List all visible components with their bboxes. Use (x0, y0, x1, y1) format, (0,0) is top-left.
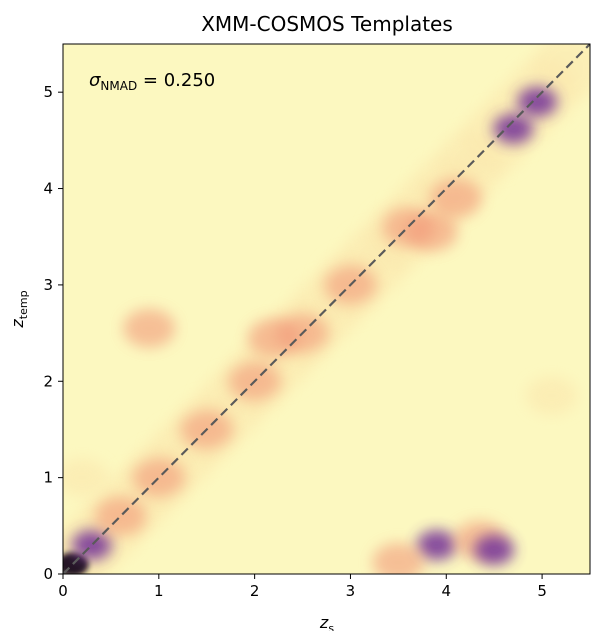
density-blob (247, 318, 300, 358)
density-blob (94, 496, 147, 536)
x-axis-label: zs (319, 613, 334, 631)
y-tick-label: 1 (43, 469, 53, 487)
density-blob (429, 178, 482, 218)
y-axis-label-sub: temp (17, 290, 30, 319)
density-blob (405, 212, 458, 252)
y-tick-label: 3 (43, 276, 53, 294)
x-tick-label: 4 (441, 582, 451, 600)
y-axis-label-main: z (8, 319, 27, 329)
density-blob (517, 86, 558, 117)
y-tick-label: 4 (43, 180, 53, 198)
chart-title: XMM-COSMOS Templates (201, 12, 453, 36)
x-tick-label: 1 (154, 582, 164, 600)
x-tick-label: 3 (346, 582, 356, 600)
y-axis-label: ztemp (8, 290, 30, 328)
nmad-subscript: NMAD (100, 79, 137, 93)
y-tick-label: 5 (43, 83, 53, 101)
x-tick-label: 0 (58, 582, 68, 600)
x-axis-label-sub: s (328, 622, 334, 631)
density-blob (416, 530, 457, 561)
y-tick-label: 2 (43, 372, 53, 390)
nmad-annotation: σNMAD = 0.250 (89, 70, 215, 93)
density-blob (525, 376, 578, 416)
density-blob (372, 542, 425, 574)
x-tick-label: 5 (537, 582, 547, 600)
y-tick-label: 0 (43, 565, 53, 583)
density-blob (63, 458, 109, 498)
nmad-value: = 0.250 (137, 70, 215, 91)
density-blob (71, 530, 112, 561)
density-blob (474, 534, 515, 565)
x-axis-label-main: z (319, 613, 329, 631)
plot-area (63, 44, 590, 574)
density-blob (493, 113, 534, 144)
one-to-one-line (63, 44, 590, 574)
nmad-symbol: σ (89, 70, 101, 91)
plot-frame (62, 43, 591, 575)
density-blob (123, 308, 176, 348)
density-blob (132, 458, 185, 498)
y-axis: 0 1 2 3 4 5 (43, 83, 63, 583)
x-tick-label: 2 (250, 582, 260, 600)
x-axis: 0 1 2 3 4 5 (58, 574, 547, 600)
